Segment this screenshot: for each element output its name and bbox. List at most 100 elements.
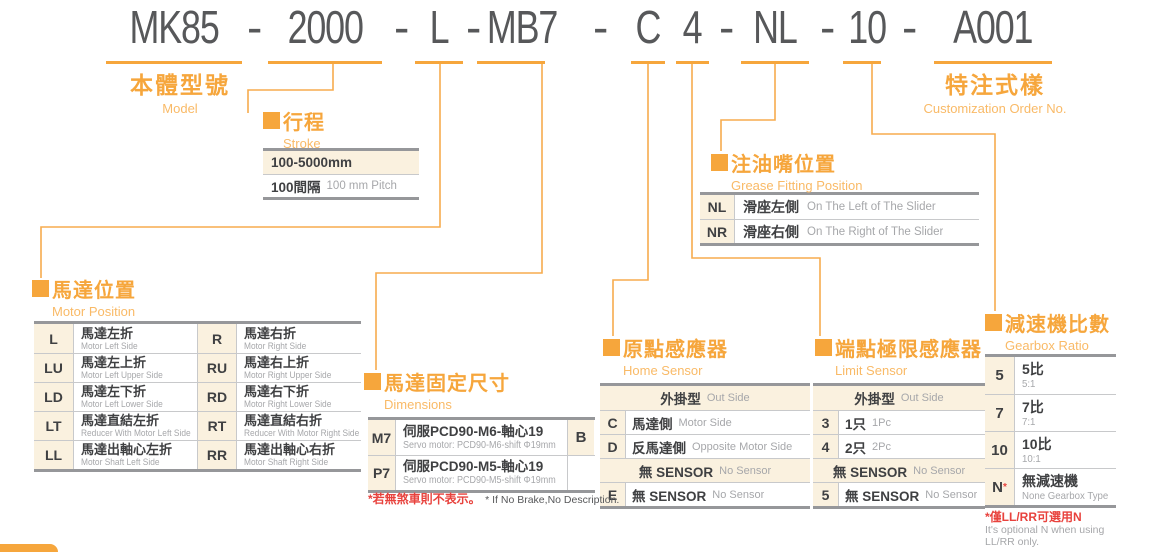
limit-desc-en: No Sensor <box>925 488 978 501</box>
page-corner-tab <box>0 544 58 552</box>
grease-label-zh: 注油嘴位置 <box>731 154 836 176</box>
motor-desc-zh: 馬達出軸心右折 <box>244 442 336 457</box>
title-dash: - <box>466 1 482 53</box>
grease-code: NL <box>700 195 735 219</box>
table-row: LD 馬達左下折 Motor Left Lower Side RD 馬達右下折 Mo… <box>34 382 361 411</box>
grease-desc-zh: 滑座右側 <box>743 223 799 240</box>
limit-span-zh: 無 SENSOR <box>832 464 908 480</box>
title-part-model: MK85 <box>106 0 242 64</box>
title-dash: - <box>394 1 410 53</box>
motor-code: LD <box>34 383 74 411</box>
home-span-zh: 外掛型 <box>660 392 701 407</box>
gearbox-footnote-en: It's optional N when using LL/RR only. <box>985 524 1105 548</box>
gearbox-label-en: Gearbox Ratio <box>1005 338 1089 353</box>
limit-desc-en: 2Pc <box>872 440 891 453</box>
connector-limit-sensor <box>691 63 821 336</box>
motor-code: RR <box>197 441 237 469</box>
gear-desc-en: 10:1 <box>1022 452 1041 465</box>
limit-span-en: Out Side <box>900 392 944 404</box>
table-row: C 馬達側 Motor Side <box>600 410 810 434</box>
table-row: LL 馬達出軸心左折 Motor Shaft Left Side RR 馬達出軸心… <box>34 440 361 469</box>
dims-code: P7 <box>368 456 396 490</box>
motor-position-table: L 馬達左折 Motor Left Side R 馬達右折 Motor Right … <box>34 321 361 472</box>
home-desc-en: No Sensor <box>712 488 765 501</box>
motor-desc-zh: 馬達直結右折 <box>244 413 323 428</box>
table-row: 無 SENSOR No Sensor <box>600 458 810 482</box>
motor-code: LL <box>34 441 74 469</box>
home-code: E <box>600 483 626 506</box>
home-code: D <box>600 435 626 458</box>
home-desc-zh: 反馬達側 <box>632 440 686 456</box>
stroke-table: 100-5000mm 100間隔 100 mm Pitch <box>263 148 419 200</box>
motor-desc-zh: 馬達右下折 <box>244 384 310 399</box>
motor-desc-en: Motor Right Side <box>244 340 307 352</box>
stroke-range: 100-5000mm <box>271 155 353 170</box>
motor-desc-zh: 馬達左下折 <box>81 384 147 399</box>
gear-code: N * <box>985 469 1015 505</box>
bullet-square-icon <box>364 373 381 390</box>
customization-label-zh: 特注式樣 <box>945 72 1045 98</box>
home-desc-en: Opposite Motor Side <box>692 440 793 453</box>
motor-desc-en: Motor Left Upper Side <box>81 370 163 381</box>
dims-brake-code: B <box>567 420 594 455</box>
dimensions-label-en: Dimensions <box>384 397 452 412</box>
connector-stroke <box>247 63 334 113</box>
grease-label: 注油嘴位置 Grease Fitting Position <box>711 148 863 193</box>
table-row: 5 5比 5:1 <box>985 357 1116 394</box>
home-span-en: Out Side <box>706 392 750 404</box>
model-label: 本體型號 Model <box>96 66 264 116</box>
table-row: NL 滑座左側 On The Left of The Slider <box>700 195 979 219</box>
title-part-motor-position: L <box>415 0 463 64</box>
motor-position-label-zh: 馬達位置 <box>52 280 136 302</box>
table-row: D 反馬達側 Opposite Motor Side <box>600 434 810 458</box>
motor-desc-en: Motor Left Side <box>81 340 138 352</box>
limit-span-en: No Sensor <box>913 464 966 477</box>
title-part-stroke: 2000 <box>268 0 382 64</box>
dimensions-label: 馬達固定尺寸 Dimensions <box>364 367 510 412</box>
gearbox-label-zh: 減速機比數 <box>1005 314 1110 336</box>
bullet-square-icon <box>985 314 1002 331</box>
motor-code: RT <box>197 412 237 440</box>
title-dash: - <box>247 1 263 53</box>
limit-code: 4 <box>813 435 839 458</box>
customization-label: 特注式樣 Customization Order No. <box>878 66 1112 116</box>
limit-sensor-table: 外掛型 Out Side 3 1只 1Pc 4 2只 2Pc 無 SENSOR No S… <box>813 383 985 509</box>
table-row: N * 無減速機 None Gearbox Type <box>985 468 1116 505</box>
stroke-label-en: Stroke <box>283 136 321 151</box>
home-sensor-label: 原點感應器 Home Sensor <box>603 333 728 378</box>
table-row: 3 1只 1Pc <box>813 410 985 434</box>
home-span-en: No Sensor <box>719 464 772 477</box>
dimensions-footnote-zh: *若無煞車則不表示。 <box>368 492 481 506</box>
table-row: 7 7比 7:1 <box>985 394 1116 431</box>
motor-code: RU <box>197 354 237 382</box>
dimensions-footnote: *若無煞車則不表示。 * If No Brake,No Description. <box>368 490 619 508</box>
motor-desc-en: Motor Left Lower Side <box>81 399 163 410</box>
home-sensor-label-zh: 原點感應器 <box>623 339 728 361</box>
title-dash: - <box>902 1 918 53</box>
title-dash: - <box>719 1 735 53</box>
gearbox-table: 5 5比 5:1 7 7比 7:1 10 10比 10:1 N * 無減速機 None G… <box>985 354 1116 508</box>
gearbox-footnote: *僅LL/RR可選用N It's optional N when using L… <box>985 508 1135 548</box>
motor-code: RD <box>197 383 237 411</box>
dims-code: M7 <box>368 420 396 455</box>
gearbox-footnote-zh: *僅LL/RR可選用N <box>985 510 1082 524</box>
grease-desc-en: On The Right of The Slider <box>807 225 944 238</box>
table-row: 外掛型 Out Side <box>813 386 985 410</box>
table-row: M7 伺服PCD90-M6-軸心19 Servo motor: PCD90-M6-… <box>368 420 595 455</box>
home-desc-zh: 馬達側 <box>632 416 673 432</box>
dims-desc-zh: 伺服PCD90-M5-軸心19 <box>403 459 544 474</box>
table-row: 外掛型 Out Side <box>600 386 810 410</box>
motor-code: R <box>197 324 237 353</box>
motor-code: LT <box>34 412 74 440</box>
limit-code: 5 <box>813 483 839 506</box>
motor-desc-en: Motor Right Lower Side <box>244 399 332 410</box>
grease-desc-zh: 滑座左側 <box>743 199 799 215</box>
gear-desc-zh: 7比 <box>1022 398 1044 415</box>
motor-code: L <box>34 324 74 353</box>
motor-desc-en: Reducer With Motor Right Side <box>244 428 360 439</box>
title-dash: - <box>820 1 836 53</box>
limit-sensor-label: 端點極限感應器 Limit Sensor <box>815 333 982 378</box>
home-sensor-label-en: Home Sensor <box>623 363 703 378</box>
